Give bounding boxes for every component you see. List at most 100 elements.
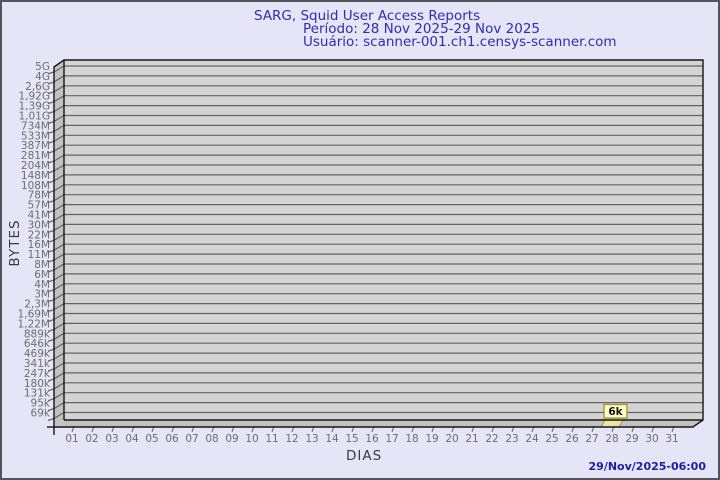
y-tick-label: 889k bbox=[24, 328, 51, 340]
y-tick-label: 734M bbox=[21, 120, 50, 132]
y-tick-label: 131k bbox=[24, 388, 51, 400]
x-tick-label: 19 bbox=[425, 433, 438, 445]
y-gridline bbox=[47, 402, 703, 412]
y-tick-label: 3M bbox=[34, 289, 50, 301]
y-tick-label: 5G bbox=[35, 61, 50, 73]
x-tick-label: 27 bbox=[585, 433, 598, 445]
y-gridline bbox=[47, 342, 703, 352]
x-tick-label: 04 bbox=[125, 433, 139, 445]
chart-subtitle-period: Período: 28 Nov 2025-29 Nov 2025 bbox=[303, 21, 540, 37]
y-axis-tick-labels: 5G4G2,6G1,92G1,39G1,01G734M533M387M281M2… bbox=[18, 61, 51, 420]
y-tick-label: 387M bbox=[21, 140, 50, 152]
y-gridline bbox=[47, 174, 703, 184]
y-tick-label: 1,01G bbox=[18, 111, 50, 123]
y-gridline bbox=[47, 253, 703, 263]
y-gridline bbox=[47, 144, 703, 154]
y-tick-label: 533M bbox=[21, 130, 50, 142]
y-gridline bbox=[47, 223, 703, 233]
y-tick-label: 95k bbox=[31, 398, 51, 410]
chart-title: SARG, Squid User Access Reports bbox=[254, 8, 481, 24]
y-gridline bbox=[47, 303, 703, 313]
y-gridline bbox=[47, 362, 703, 372]
y-tick-label: 204M bbox=[21, 160, 50, 172]
plot-floor bbox=[54, 420, 703, 427]
y-gridline bbox=[47, 194, 703, 204]
x-tick-label: 29 bbox=[625, 433, 638, 445]
y-gridline bbox=[47, 164, 703, 174]
y-gridline bbox=[47, 114, 703, 125]
y-tick-label: 2,3M bbox=[24, 299, 50, 311]
y-gridline bbox=[47, 213, 703, 224]
y-tick-label: 341k bbox=[24, 358, 51, 370]
y-gridline bbox=[47, 104, 703, 115]
x-tick-label: 26 bbox=[565, 433, 579, 445]
gridlines bbox=[47, 65, 703, 422]
x-tick-label: 20 bbox=[445, 433, 458, 445]
x-tick-label: 30 bbox=[645, 433, 658, 445]
x-tick-label: 03 bbox=[105, 433, 118, 445]
x-tick-label: 14 bbox=[325, 433, 339, 445]
y-gridline bbox=[47, 85, 703, 95]
x-tick-label: 08 bbox=[205, 433, 218, 445]
x-tick-label: 16 bbox=[365, 433, 379, 445]
x-tick-label: 02 bbox=[85, 433, 98, 445]
y-axis-title: BYTES bbox=[7, 219, 23, 267]
x-tick-label: 17 bbox=[385, 433, 398, 445]
y-tick-label: 22M bbox=[28, 229, 50, 241]
y-gridline bbox=[47, 382, 703, 392]
y-tick-label: 646k bbox=[24, 338, 51, 350]
y-tick-label: 16M bbox=[28, 239, 50, 251]
y-tick-label: 2,6G bbox=[25, 81, 50, 93]
frame-outline bbox=[47, 59, 704, 435]
y-gridline bbox=[47, 293, 703, 303]
y-gridline bbox=[47, 243, 703, 253]
x-tick-label: 12 bbox=[285, 433, 298, 445]
y-tick-label: 8M bbox=[34, 259, 50, 271]
chart-subtitle-user: Usuário: scanner-001.ch1.censys-scanner.… bbox=[303, 34, 617, 50]
y-gridline bbox=[47, 204, 703, 214]
y-gridline bbox=[47, 372, 703, 382]
y-gridline bbox=[47, 184, 703, 194]
y-tick-label: 1,39G bbox=[18, 101, 50, 113]
y-tick-label: 247k bbox=[24, 368, 51, 380]
y-tick-label: 1,69M bbox=[18, 309, 50, 321]
y-gridline bbox=[47, 95, 703, 105]
y-gridline bbox=[47, 312, 703, 323]
x-tick-label: 01 bbox=[65, 433, 78, 445]
y-gridline bbox=[47, 75, 703, 85]
x-tick-label: 31 bbox=[665, 433, 678, 445]
y-tick-label: 281M bbox=[21, 150, 50, 162]
y-gridline bbox=[47, 392, 703, 402]
x-tick-label: 23 bbox=[505, 433, 518, 445]
x-tick-label: 28 bbox=[605, 433, 618, 445]
y-gridline bbox=[47, 134, 703, 144]
generated-timestamp: 29/Nov/2025-06:00 bbox=[588, 460, 706, 473]
x-tick-label: 09 bbox=[225, 433, 238, 445]
x-tick-label: 18 bbox=[405, 433, 418, 445]
bar-value-flag-box bbox=[603, 403, 628, 419]
y-gridline bbox=[47, 352, 703, 362]
plot-side-wall bbox=[54, 60, 64, 427]
y-tick-label: 180k bbox=[24, 378, 51, 390]
y-gridline bbox=[47, 154, 703, 164]
x-axis-tick-labels: 01 02 03 04 05 06 07 08 09 10 11 12 13 14 15 16 17 18 19 20… bbox=[65, 433, 678, 445]
y-tick-label: 11M bbox=[28, 249, 50, 261]
x-tick-label: 07 bbox=[185, 433, 198, 445]
y-gridline bbox=[47, 411, 703, 422]
x-tick-label: 15 bbox=[345, 433, 358, 445]
y-tick-label: 57M bbox=[28, 200, 50, 212]
x-tick-label: 05 bbox=[145, 433, 158, 445]
y-gridline bbox=[47, 273, 703, 283]
y-tick-label: 78M bbox=[28, 190, 50, 202]
x-axis-title: DIAS bbox=[346, 448, 383, 464]
x-tick-label: 10 bbox=[245, 433, 258, 445]
y-tick-label: 108M bbox=[21, 180, 50, 192]
y-gridline bbox=[47, 124, 703, 134]
y-tick-label: 69k bbox=[31, 408, 51, 420]
x-tick-label: 13 bbox=[305, 433, 318, 445]
plot-back-wall bbox=[64, 60, 703, 420]
x-tick-label: 11 bbox=[265, 433, 278, 445]
bar-value-flag-label: 6k bbox=[608, 406, 623, 418]
